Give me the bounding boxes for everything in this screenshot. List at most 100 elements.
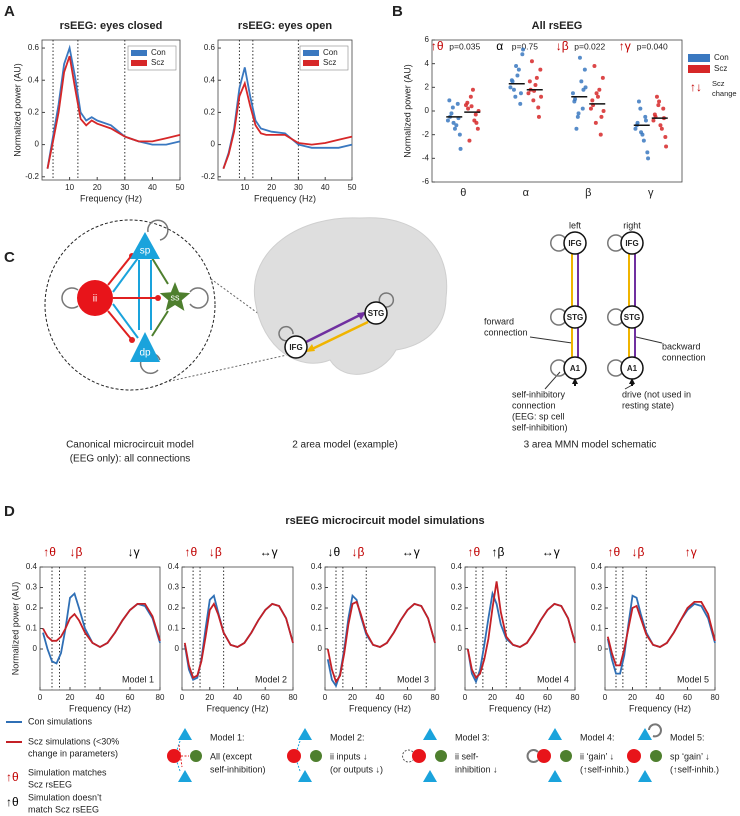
self-loop (607, 359, 623, 377)
data-point (473, 112, 478, 117)
model-description: ii self- (455, 751, 479, 761)
model-name: Model 3: (455, 732, 490, 742)
y-tick-label: 0.1 (451, 624, 463, 633)
note: resting state) (622, 400, 674, 410)
data-point (595, 94, 600, 99)
note: drive (not used in (622, 389, 691, 399)
data-point (600, 75, 605, 80)
model-description: ii ‘gain’ ↓ (580, 751, 614, 761)
series-line (183, 602, 294, 679)
data-point (641, 138, 646, 143)
node-label: STG (567, 313, 583, 322)
series-line (606, 601, 716, 667)
legend-swatch (131, 60, 147, 66)
self-loop (189, 287, 209, 309)
y-tick-label: 0.4 (168, 562, 180, 571)
node (563, 231, 587, 255)
legend-symbol: ↑θ (6, 795, 19, 809)
ss-cell (435, 750, 447, 762)
three-area-diagram: left right forward connection backward c… (484, 220, 706, 432)
effect-marker: ↔γ (542, 545, 560, 559)
ss-cell (650, 750, 662, 762)
data-point (518, 91, 523, 96)
x-tick-label: 60 (683, 693, 692, 702)
data-point (536, 105, 541, 110)
model-icon (402, 728, 447, 782)
self-loop (402, 749, 414, 763)
y-tick-label: 0.3 (451, 583, 463, 592)
legend-label: Con simulations (28, 716, 93, 726)
y-tick-label: 0.3 (311, 583, 323, 592)
x-tick-label: 20 (205, 693, 214, 702)
data-point (572, 99, 577, 104)
data-point (470, 87, 475, 92)
node-label: IFG (625, 239, 638, 248)
y-tick-label: 0.4 (591, 562, 603, 571)
legend-label: Scz (151, 58, 164, 67)
node-label: STG (624, 313, 640, 322)
dp-cell (638, 770, 652, 782)
dp-cell (130, 332, 160, 362)
data-point (534, 75, 539, 80)
model-label: Model 4 (537, 674, 569, 684)
plot-frame (431, 39, 683, 183)
ii-cell (167, 749, 181, 763)
two-area-diagram: IFG STG (253, 217, 448, 375)
note: self-inhibition) (512, 422, 568, 432)
connection (112, 257, 139, 293)
note: (EEG: sp cell (512, 411, 565, 421)
effect-marker: ↑θ (185, 545, 198, 559)
node-label: IFG (289, 343, 302, 352)
data-point (455, 101, 460, 106)
data-point (601, 109, 606, 113)
effect-marker: ↓β (352, 545, 365, 559)
node-label: sp (140, 246, 151, 257)
x-tick-label: 0 (38, 693, 43, 702)
pointer (529, 336, 573, 344)
arrowhead (629, 378, 635, 384)
connection (178, 744, 189, 768)
x-axis-label: Frequency (Hz) (69, 703, 131, 713)
brain (253, 217, 448, 375)
legend-label: Scz (323, 58, 336, 67)
legend-label: change (712, 89, 737, 98)
data-point (466, 106, 471, 111)
x-tick-label: 40 (233, 693, 242, 702)
legend-swatch (131, 50, 147, 56)
chart-title: rsEEG: eyes open (238, 20, 332, 32)
y-tick-label: 0 (458, 644, 463, 653)
data-point (527, 79, 532, 84)
ii-cell (287, 749, 301, 763)
pointer (635, 336, 663, 344)
model-name: Model 5: (670, 732, 705, 742)
data-point (531, 98, 536, 103)
node (620, 305, 644, 329)
legend-label: Con (151, 48, 166, 57)
note: forward (484, 316, 514, 326)
legend-label: Scz (714, 64, 727, 73)
data-point (475, 126, 480, 131)
self-loop (648, 723, 662, 738)
x-tick-label: 10 (240, 183, 249, 192)
series-line (42, 603, 161, 649)
x-tick-label: γ (648, 187, 654, 199)
x-tick-label: 60 (543, 693, 552, 702)
connection (151, 310, 169, 337)
x-axis-label: Frequency (Hz) (489, 703, 551, 713)
chart-title: All rsEEG (532, 20, 583, 32)
legend-label: Con (714, 53, 729, 62)
x-tick-label: 40 (148, 183, 157, 192)
data-point (659, 126, 664, 131)
plot-frame (39, 566, 161, 691)
note: connection (512, 400, 556, 410)
effect-marker: ↔γ (260, 545, 278, 559)
effect-marker: ↑θ (43, 545, 56, 559)
x-tick-label: 20 (488, 693, 497, 702)
model-name: Model 1: (210, 732, 245, 742)
dp-cell (548, 770, 562, 782)
data-point (538, 67, 543, 72)
data-point (654, 94, 659, 99)
connection (107, 310, 133, 341)
data-point (526, 91, 531, 96)
note: backward (662, 341, 701, 351)
